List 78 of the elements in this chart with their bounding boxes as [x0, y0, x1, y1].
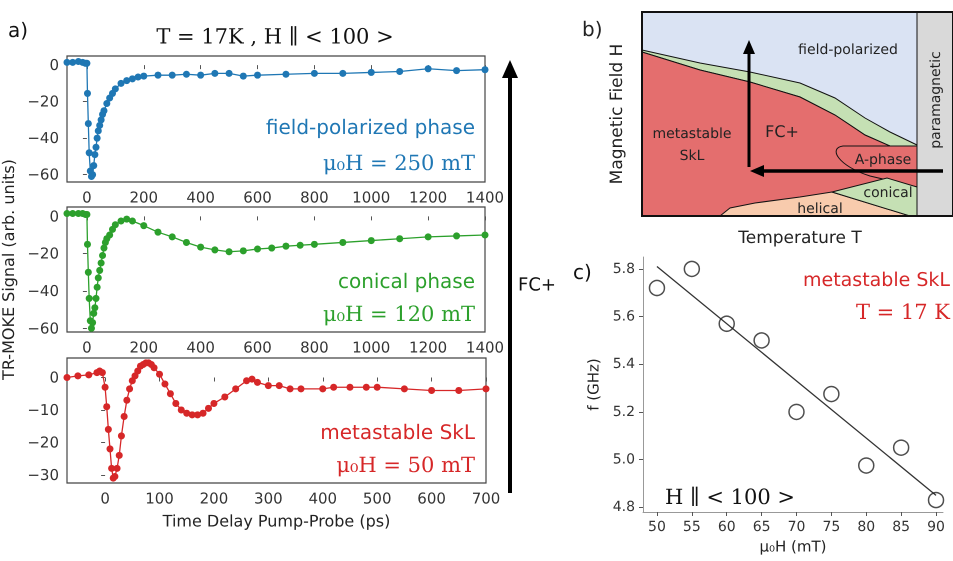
text: A-phase — [854, 152, 912, 168]
x-tick-label: 1000 — [352, 338, 390, 356]
y-tick-label: 5.6 — [612, 308, 636, 325]
text: Magnetic Field H — [607, 44, 627, 184]
y-tick-label: −10 — [27, 400, 59, 419]
x-tick-label: 60 — [718, 519, 736, 535]
x-tick-label: 80 — [857, 519, 876, 535]
annotation: conical phase — [338, 269, 475, 293]
text: Temperature T — [737, 228, 862, 248]
y-tick-label: 5.4 — [612, 356, 636, 372]
x-tick-label: 100 — [145, 490, 174, 508]
y-tick-label: 4.8 — [612, 499, 635, 516]
x-tick-label: 1000 — [352, 188, 390, 206]
x-tick-label: 0 — [82, 338, 92, 356]
y-axis-title: f (GHz) — [584, 358, 602, 411]
y-tick-label: 0 — [49, 207, 59, 226]
y-axis-title: TR-MOKE Signal (arb. units) — [0, 159, 18, 381]
x-tick-label: 800 — [300, 188, 329, 206]
y-tick-label: −40 — [27, 129, 59, 148]
x-tick-label: 0 — [82, 188, 92, 206]
x-tick-label: 400 — [308, 490, 338, 508]
annotation: metastable SkL — [803, 269, 950, 291]
chart-title: T = 17K , H ∥ < 100 > — [156, 24, 394, 48]
y-tick-label: −20 — [27, 92, 59, 111]
x-tick-label: 1200 — [409, 188, 448, 206]
y-tick-label: 0 — [49, 56, 59, 74]
x-tick-label: 600 — [417, 490, 446, 508]
x-tick-label: 600 — [243, 338, 272, 356]
annotation: metastable SkL — [320, 420, 476, 444]
text: metastable SkL — [652, 126, 732, 164]
x-tick-label: 75 — [822, 519, 840, 535]
y-tick-label: −40 — [27, 282, 59, 300]
x-axis-title: μ₀H (mT) — [759, 537, 827, 556]
x-tick-label: 400 — [186, 338, 215, 356]
y-tick-label: 5.2 — [612, 404, 635, 420]
x-tick-label: 300 — [254, 490, 283, 508]
x-tick-label: 55 — [682, 519, 701, 535]
text: helical — [797, 201, 843, 217]
y-tick-label: 5.0 — [612, 452, 635, 468]
annotation: μ₀H = 120 mT — [322, 302, 475, 326]
y-tick-label: −20 — [27, 433, 59, 452]
annotation: T = 17 K — [856, 300, 950, 324]
annotation: μ₀H = 250 mT — [322, 151, 475, 175]
x-tick-label: 65 — [752, 519, 771, 535]
y-tick-label: 5.8 — [612, 260, 635, 277]
y-tick-label: −60 — [27, 166, 59, 184]
text: field-polarized — [798, 42, 898, 58]
y-tick-label: −20 — [27, 244, 59, 263]
text: FC+ — [765, 122, 799, 141]
y-tick-label: 0 — [49, 368, 59, 386]
x-tick-label: 1400 — [466, 188, 504, 206]
x-tick-label: 1400 — [466, 338, 504, 356]
x-tick-label: 0 — [100, 490, 110, 508]
annotation: H ∥ < 100 > — [665, 485, 795, 509]
x-axis-title: Time Delay Pump-Probe (ps) — [162, 512, 390, 530]
x-tick-label: 90 — [927, 519, 945, 535]
text: paramagnetic — [928, 51, 944, 149]
x-tick-label: 70 — [788, 519, 806, 535]
x-tick-label: 400 — [186, 188, 215, 206]
x-tick-label: 500 — [362, 490, 392, 508]
x-tick-label: 700 — [472, 490, 500, 508]
x-tick-label: 600 — [243, 188, 272, 206]
text: b) — [582, 17, 602, 41]
y-tick-label: −60 — [27, 319, 59, 338]
annotation: field-polarized phase — [266, 115, 475, 139]
x-tick-label: 1200 — [409, 338, 448, 356]
x-tick-label: 85 — [892, 519, 910, 535]
x-tick-label: 800 — [300, 338, 329, 356]
text: c) — [573, 260, 592, 284]
text: a) — [8, 18, 28, 42]
text: FC+ — [518, 274, 556, 296]
x-tick-label: 200 — [129, 188, 158, 206]
y-tick-label: −30 — [27, 466, 59, 484]
x-tick-label: 200 — [200, 490, 228, 508]
x-tick-label: 200 — [129, 338, 158, 356]
annotation: μ₀H = 50 mT — [336, 453, 475, 477]
x-tick-label: 50 — [648, 519, 666, 535]
text: conical — [863, 185, 913, 201]
